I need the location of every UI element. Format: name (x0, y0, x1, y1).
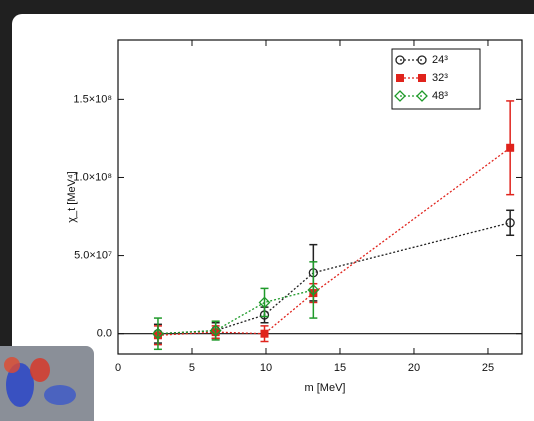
marker (416, 90, 428, 102)
y-tick-label: 5.0×10⁷ (74, 249, 112, 261)
marker (209, 324, 222, 337)
y-axis-label: χ_t [MeV⁴] (66, 171, 78, 222)
plot-frame (117, 39, 523, 355)
marker (396, 74, 404, 82)
marker (395, 55, 405, 65)
legend-label: 24³ (432, 54, 448, 66)
marker (506, 143, 515, 152)
x-axis-label: m [MeV] (305, 382, 346, 394)
marker (418, 74, 426, 82)
marker (260, 329, 269, 338)
legend-label: 32³ (432, 72, 448, 84)
y-tick-label: 0.0 (97, 328, 112, 340)
marker (152, 327, 164, 340)
legend-box (391, 48, 481, 110)
y-tick-label: 1.5×10⁸ (73, 93, 112, 105)
legend-label: 48³ (432, 90, 448, 102)
chart-panel (12, 14, 534, 421)
thumbnail (0, 346, 94, 421)
x-tick-label: 25 (482, 362, 494, 374)
y-tick-label: 1.0×10⁸ (73, 171, 112, 183)
x-tick-label: 15 (334, 362, 346, 374)
marker (505, 218, 515, 228)
x-tick-label: 5 (189, 362, 195, 374)
marker (394, 90, 406, 102)
marker (258, 296, 271, 309)
marker (307, 284, 320, 296)
marker (417, 55, 427, 65)
x-tick-label: 10 (260, 362, 272, 374)
series-line (157, 289, 314, 335)
x-tick-label: 20 (408, 362, 420, 374)
series (152, 261, 320, 351)
x-tick-label: 0 (115, 362, 121, 374)
